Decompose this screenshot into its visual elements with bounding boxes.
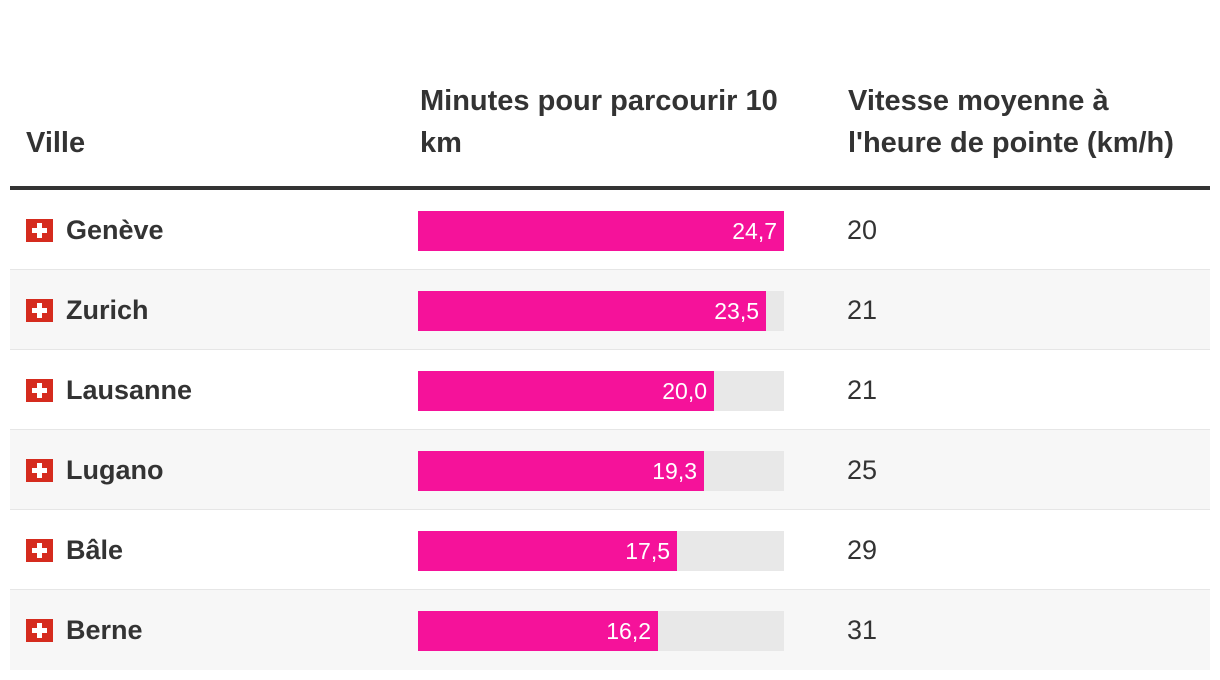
bar-minutes: 20,0 <box>418 371 714 411</box>
table-row: Bâle 17,5 29 <box>10 510 1210 590</box>
city-name: Bâle <box>66 535 124 565</box>
speed-value: 25 <box>847 455 878 485</box>
bar-value-label: 17,5 <box>625 538 670 564</box>
table-row: Genève 24,7 20 <box>10 190 1210 270</box>
table-row: Lugano 19,3 25 <box>10 430 1210 510</box>
bar-value-label: 19,3 <box>652 458 697 484</box>
bar-minutes: 16,2 <box>418 611 658 651</box>
bar-track: 19,3 <box>418 451 784 491</box>
header-city: Ville <box>26 127 86 159</box>
bar-minutes: 24,7 <box>418 211 784 251</box>
speed-value: 31 <box>847 615 878 645</box>
bar-minutes: 19,3 <box>418 451 704 491</box>
speed-value: 20 <box>847 215 878 245</box>
city-name: Zurich <box>66 295 149 325</box>
bar-value-label: 20,0 <box>662 378 707 404</box>
city-name: Genève <box>66 215 164 245</box>
bar-track: 24,7 <box>418 211 784 251</box>
table-row: Zurich 23,5 21 <box>10 270 1210 350</box>
bar-minutes: 23,5 <box>418 291 766 331</box>
speed-value: 21 <box>847 375 878 405</box>
swiss-flag-icon <box>26 619 53 642</box>
city-name: Berne <box>66 615 143 645</box>
bar-track: 17,5 <box>418 531 784 571</box>
swiss-flag-icon <box>26 459 53 482</box>
bar-track: 23,5 <box>418 291 784 331</box>
bar-track: 16,2 <box>418 611 784 651</box>
city-name: Lausanne <box>66 375 193 405</box>
swiss-flag-icon <box>26 219 53 242</box>
speed-value: 21 <box>847 295 878 325</box>
table-row: Berne 16,2 31 <box>10 590 1210 670</box>
bar-value-label: 23,5 <box>714 298 759 324</box>
swiss-flag-icon <box>26 299 53 322</box>
header-speed: Vitesse moyenne à l'heure de pointe (km/… <box>848 85 1174 159</box>
header-minutes: Minutes pour parcourir 10 km <box>420 85 778 159</box>
speed-value: 29 <box>847 535 878 565</box>
bar-value-label: 24,7 <box>732 218 777 244</box>
data-table: Ville Minutes pour parcourir 10 km Vites… <box>10 0 1210 670</box>
table-row: Lausanne 20,0 21 <box>10 350 1210 430</box>
swiss-flag-icon <box>26 539 53 562</box>
bar-value-label: 16,2 <box>606 618 651 644</box>
city-name: Lugano <box>66 455 164 485</box>
swiss-flag-icon <box>26 379 53 402</box>
table-header: Ville Minutes pour parcourir 10 km Vites… <box>10 0 1210 190</box>
table-body: Genève 24,7 20 Zurich 23,5 21 Lausanne 20,0 21 Lu… <box>10 190 1210 670</box>
bar-track: 20,0 <box>418 371 784 411</box>
bar-minutes: 17,5 <box>418 531 677 571</box>
